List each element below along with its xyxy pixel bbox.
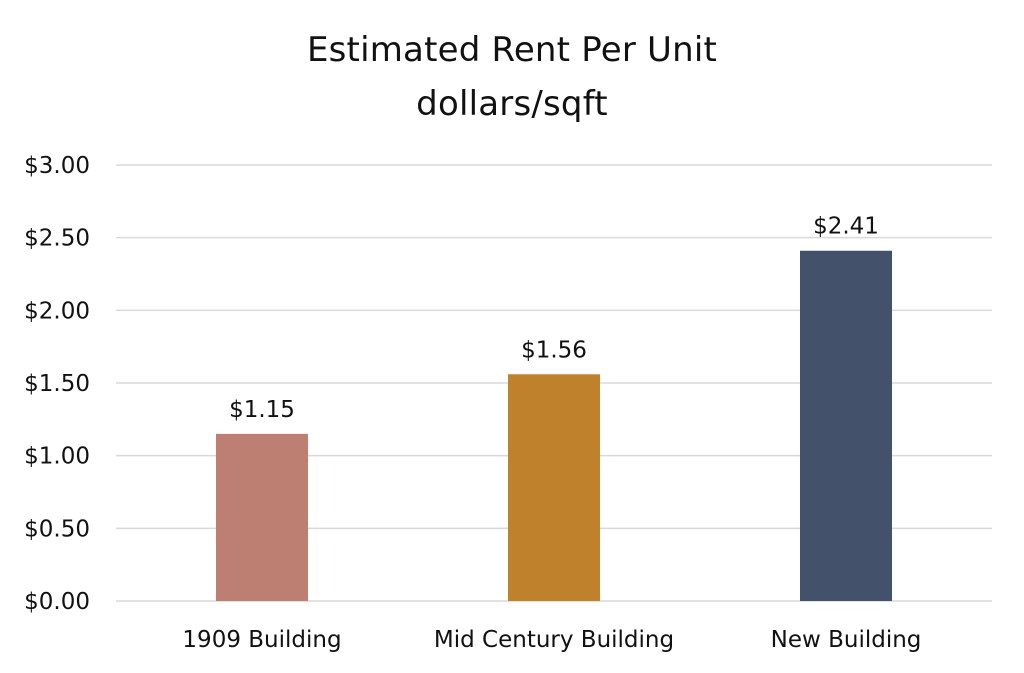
data-label: $2.41 xyxy=(813,214,879,240)
data-label: $1.15 xyxy=(229,397,295,423)
bar xyxy=(216,433,308,601)
y-tick-label: $2.00 xyxy=(24,298,90,324)
bar xyxy=(800,250,892,601)
bars xyxy=(216,250,892,601)
chart-title: Estimated Rent Per Unit xyxy=(306,30,718,70)
x-axis-tick-labels: 1909 Building Mid Century Building New Bui… xyxy=(182,627,921,653)
y-tick-label: $1.50 xyxy=(24,371,90,397)
data-labels: $1.15 $1.56 $2.41 xyxy=(229,214,879,423)
y-tick-label: $0.50 xyxy=(24,516,90,542)
x-tick-label: 1909 Building xyxy=(182,627,341,653)
y-tick-label: $0.00 xyxy=(24,589,90,615)
chart-subtitle: dollars/sqft xyxy=(416,84,608,124)
data-label: $1.56 xyxy=(521,337,587,363)
x-tick-label: New Building xyxy=(771,627,922,653)
y-tick-label: $3.00 xyxy=(24,153,90,179)
y-axis-tick-labels: $0.00 $0.50 $1.00 $1.50 $2.00 $2.50 $3.00 xyxy=(24,153,90,615)
bar xyxy=(508,374,600,601)
y-tick-label: $1.00 xyxy=(24,444,90,470)
y-tick-label: $2.50 xyxy=(24,226,90,252)
x-tick-label: Mid Century Building xyxy=(434,627,674,653)
